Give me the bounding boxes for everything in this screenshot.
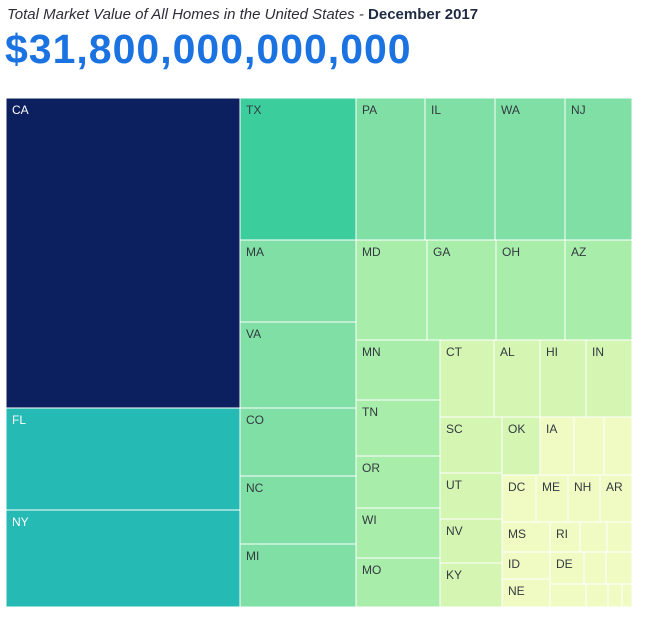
tile-label-md: MD (362, 245, 381, 259)
tile-ne (501, 578, 551, 608)
subtitle-date: December 2017 (368, 6, 479, 23)
tile-label-al: AL (500, 345, 515, 359)
tile-or (355, 455, 441, 509)
tile-ar (599, 474, 633, 523)
tile-label-ut: UT (446, 478, 463, 492)
tile-label-ar: AR (606, 480, 623, 494)
tile-ut (439, 472, 503, 520)
tile-small-9 (621, 583, 633, 608)
tile-ri (549, 521, 581, 553)
tile-md (355, 239, 428, 341)
subtitle-text: Total Market Value of All Homes in the U… (7, 6, 355, 23)
tile-dc (501, 474, 537, 523)
tile-label-or: OR (362, 461, 380, 475)
tile-label-nc: NC (246, 481, 264, 495)
tile-label-id: ID (508, 557, 520, 571)
tile-sc (439, 416, 503, 474)
tile-label-ny: NY (12, 515, 29, 529)
tile-oh (495, 239, 566, 341)
tile-label-ia: IA (546, 422, 557, 436)
tile-mi (239, 543, 357, 608)
tile-pa (355, 97, 426, 241)
tile-tx (239, 97, 357, 241)
tile-az (564, 239, 633, 341)
chart-subtitle: Total Market Value of All Homes in the U… (7, 6, 478, 23)
tile-label-ga: GA (433, 245, 450, 259)
tile-ia (539, 416, 575, 476)
tile-label-nv: NV (446, 524, 463, 538)
tile-ok (501, 416, 541, 476)
tile-in (585, 339, 633, 418)
tile-label-mo: MO (362, 563, 381, 577)
tile-label-wi: WI (362, 513, 377, 527)
tile-fl (5, 407, 241, 511)
tile-de (549, 551, 585, 585)
tile-label-ok: OK (508, 422, 525, 436)
tile-label-ms: MS (508, 527, 526, 541)
tile-ct (439, 339, 495, 418)
tile-nv (439, 518, 503, 564)
tile-label-me: ME (542, 480, 560, 494)
subtitle-separator: - (354, 6, 369, 23)
tile-label-fl: FL (12, 413, 26, 427)
tile-label-oh: OH (502, 245, 520, 259)
tile-small-0 (573, 416, 605, 476)
tile-mn (355, 339, 441, 401)
tile-label-sc: SC (446, 422, 463, 436)
tile-small-6 (549, 583, 587, 608)
tile-small-5 (605, 551, 633, 585)
tile-label-az: AZ (571, 245, 586, 259)
tile-label-ky: KY (446, 568, 462, 582)
tile-label-tn: TN (362, 405, 378, 419)
tile-small-7 (585, 583, 609, 608)
tile-label-co: CO (246, 413, 264, 427)
tile-co (239, 407, 357, 477)
tile-label-va: VA (246, 327, 261, 341)
tile-ny (5, 509, 241, 608)
tile-mo (355, 557, 441, 608)
tile-label-ri: RI (556, 527, 568, 541)
tile-label-tx: TX (246, 103, 261, 117)
tile-al (493, 339, 541, 418)
tile-label-ne: NE (508, 584, 525, 598)
tile-hi (539, 339, 587, 418)
tile-label-wa: WA (501, 103, 520, 117)
tile-il (424, 97, 496, 241)
tile-label-de: DE (556, 557, 573, 571)
tile-label-ma: MA (246, 245, 264, 259)
tile-label-in: IN (592, 345, 604, 359)
tile-label-hi: HI (546, 345, 558, 359)
tile-small-8 (607, 583, 623, 608)
tile-label-il: IL (431, 103, 441, 117)
tile-wa (494, 97, 566, 241)
tile-ga (426, 239, 497, 341)
tile-label-mn: MN (362, 345, 381, 359)
tile-nc (239, 475, 357, 545)
tile-label-nh: NH (574, 480, 591, 494)
tile-label-pa: PA (362, 103, 377, 117)
tile-label-ca: CA (12, 103, 29, 117)
tile-ca (5, 97, 241, 409)
tile-nj (564, 97, 633, 241)
tile-label-mi: MI (246, 549, 259, 563)
tile-va (239, 321, 357, 409)
tile-wi (355, 507, 441, 559)
tile-small-1 (603, 416, 633, 476)
tile-label-ct: CT (446, 345, 463, 359)
tile-tn (355, 399, 441, 457)
tile-small-3 (606, 521, 633, 553)
tile-ky (439, 562, 503, 608)
tile-nh (567, 474, 601, 523)
tile-small-4 (583, 551, 607, 585)
tile-small-2 (579, 521, 608, 553)
total-market-value: $31,800,000,000,000 (5, 26, 412, 72)
tile-label-nj: NJ (571, 103, 586, 117)
tile-label-dc: DC (508, 480, 526, 494)
